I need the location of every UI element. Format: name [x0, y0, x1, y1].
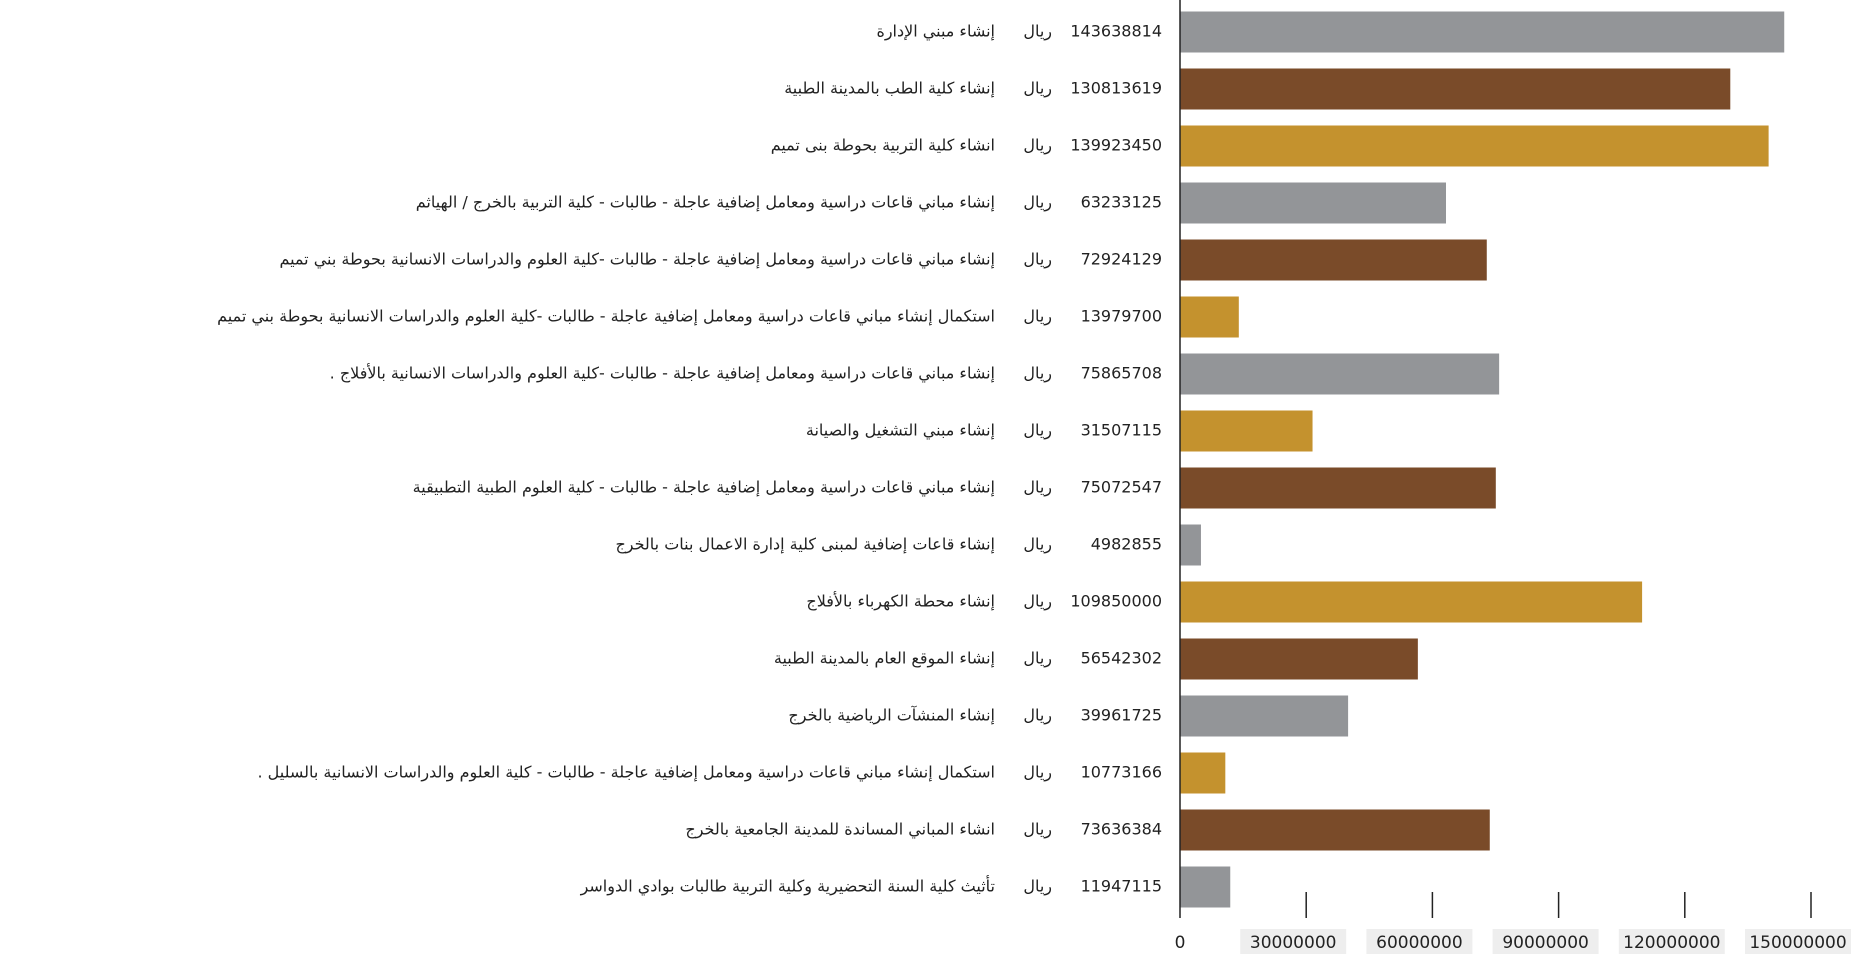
bar — [1180, 866, 1231, 908]
bar — [1180, 182, 1447, 224]
category-label: إنشاء مباني قاعات دراسية ومعامل إضافية ع… — [279, 250, 995, 270]
category-label: إنشاء كلية الطب بالمدينة الطبية — [784, 79, 995, 98]
category-label: إنشاء مبني التشغيل والصيانة — [806, 421, 995, 441]
unit-label: ريال — [1023, 421, 1052, 441]
bar — [1180, 125, 1769, 167]
bar — [1180, 752, 1226, 794]
x-tick-label: 0 — [1175, 933, 1186, 953]
unit-label: ريال — [1023, 136, 1052, 156]
value-label: 39961725 — [1081, 706, 1162, 725]
x-tick-label: 60000000 — [1376, 933, 1463, 953]
category-label: استكمال إنشاء مباني قاعات دراسية ومعامل … — [217, 307, 995, 327]
value-label: 130813619 — [1070, 79, 1162, 98]
value-label: 63233125 — [1081, 193, 1162, 212]
category-label: استكمال إنشاء مباني قاعات دراسية ومعامل … — [257, 763, 995, 783]
value-label: 11947115 — [1081, 877, 1162, 896]
value-label: 31507115 — [1081, 421, 1162, 440]
unit-label: ريال — [1023, 364, 1052, 384]
unit-label: ريال — [1023, 22, 1052, 42]
category-label: إنشاء مباني قاعات دراسية ومعامل إضافية ع… — [330, 363, 995, 384]
value-label: 75865708 — [1081, 364, 1162, 383]
category-label: إنشاء مبني الإدارة — [876, 22, 995, 42]
category-label: إنشاء الموقع العام بالمدينة الطبية — [774, 649, 995, 669]
bar — [1180, 410, 1313, 452]
unit-label: ريال — [1023, 649, 1052, 669]
tick-label-bg — [1366, 929, 1473, 954]
bar — [1180, 68, 1731, 110]
category-label: انشاء المباني المساندة للمدينة الجامعية … — [685, 820, 995, 840]
value-label: 13979700 — [1081, 307, 1162, 326]
category-label: إنشاء المنشآت الرياضية بالخرج — [788, 706, 995, 726]
value-label: 56542302 — [1081, 649, 1162, 668]
value-label: 4982855 — [1091, 535, 1162, 554]
category-label: تأثيث كلية السنة التحضيرية وكلية التربية… — [580, 875, 995, 897]
value-label: 73636384 — [1081, 820, 1162, 839]
bar — [1180, 296, 1239, 338]
category-label: إنشاء مباني قاعات دراسية ومعامل إضافية ع… — [416, 193, 995, 213]
x-tick-label: 120000000 — [1623, 933, 1720, 953]
unit-label: ريال — [1023, 193, 1052, 213]
bar — [1180, 467, 1496, 509]
unit-label: ريال — [1023, 763, 1052, 783]
bar — [1180, 239, 1487, 281]
category-label: إنشاء مباني قاعات دراسية ومعامل إضافية ع… — [413, 478, 995, 498]
value-label: 75072547 — [1081, 478, 1162, 497]
tick-label-bg — [1240, 929, 1347, 954]
bar — [1180, 524, 1201, 566]
bar — [1180, 353, 1500, 395]
unit-label: ريال — [1023, 820, 1052, 840]
unit-label: ريال — [1023, 877, 1052, 897]
unit-label: ريال — [1023, 79, 1052, 99]
unit-label: ريال — [1023, 250, 1052, 270]
x-tick-label: 30000000 — [1250, 933, 1337, 953]
value-label: 139923450 — [1070, 136, 1162, 155]
value-label: 109850000 — [1070, 592, 1162, 611]
category-label: انشاء كلية التربية بحوطة بنى تميم — [771, 136, 995, 156]
value-label: 72924129 — [1081, 250, 1162, 269]
tick-label-bg — [1618, 929, 1725, 954]
x-tick-label: 150000000 — [1749, 933, 1846, 953]
unit-label: ريال — [1023, 535, 1052, 555]
value-label: 10773166 — [1081, 763, 1162, 782]
x-tick-label: 90000000 — [1502, 933, 1589, 953]
category-label: إنشاء قاعات إضافية لمبنى كلية إدارة الاع… — [615, 535, 995, 555]
bar — [1180, 695, 1349, 737]
bar — [1180, 581, 1643, 623]
unit-label: ريال — [1023, 706, 1052, 726]
unit-label: ريال — [1023, 478, 1052, 498]
tick-label-bg — [1745, 929, 1851, 954]
unit-label: ريال — [1023, 307, 1052, 327]
tick-label-bg — [1492, 929, 1599, 954]
bar — [1180, 809, 1490, 851]
category-label: إنشاء محطة الكهرباء بالأفلاج — [806, 591, 995, 612]
bar — [1180, 638, 1418, 680]
unit-label: ريال — [1023, 592, 1052, 612]
value-label: 143638814 — [1070, 22, 1162, 41]
bar — [1180, 11, 1785, 53]
